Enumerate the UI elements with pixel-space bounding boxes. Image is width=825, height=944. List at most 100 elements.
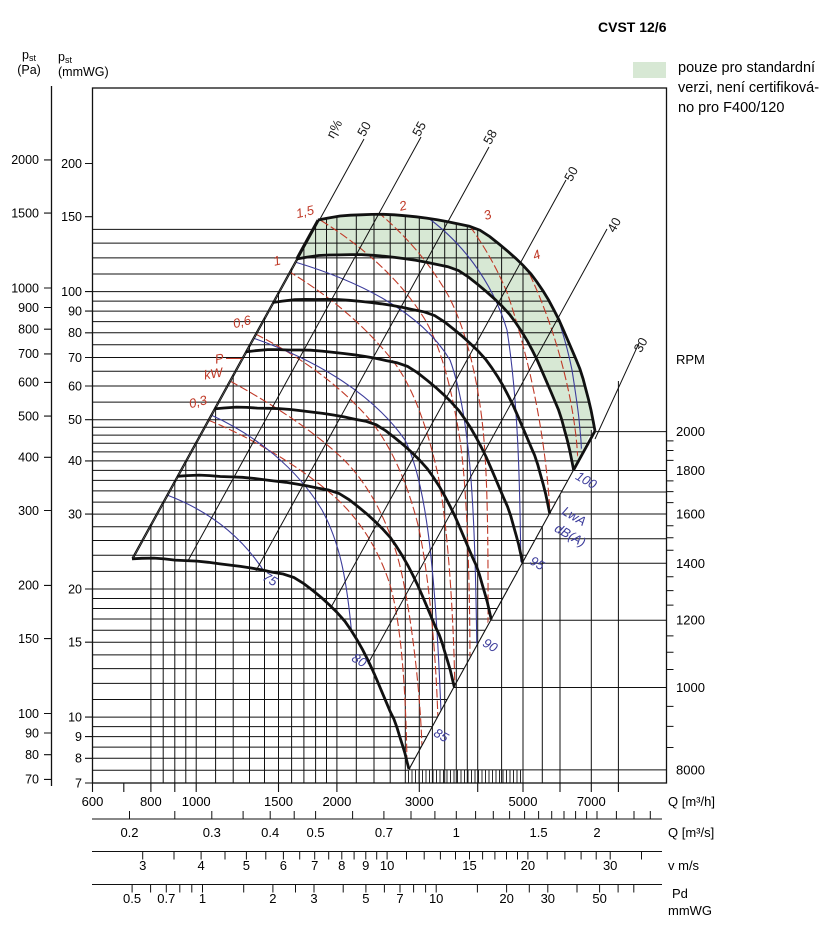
svg-text:2: 2 <box>269 891 276 906</box>
svg-text:3: 3 <box>139 858 146 873</box>
svg-text:70: 70 <box>25 773 39 787</box>
svg-text:7: 7 <box>396 891 403 906</box>
svg-text:70: 70 <box>68 351 82 365</box>
svg-text:600: 600 <box>82 794 104 809</box>
svg-text:9: 9 <box>75 730 82 744</box>
svg-text:0.5: 0.5 <box>123 891 141 906</box>
svg-text:(Pa): (Pa) <box>17 63 41 77</box>
svg-text:1: 1 <box>272 252 283 268</box>
svg-text:Q [m³/s]: Q [m³/s] <box>668 825 714 840</box>
svg-text:2: 2 <box>593 825 600 840</box>
svg-text:0.2: 0.2 <box>120 825 138 840</box>
svg-text:1: 1 <box>453 825 460 840</box>
svg-text:(mmWG): (mmWG) <box>58 65 109 79</box>
svg-text:verzi, není certifiková-: verzi, není certifiková- <box>678 80 819 96</box>
svg-text:8: 8 <box>338 858 345 873</box>
svg-text:50: 50 <box>561 164 581 184</box>
svg-text:mmWG: mmWG <box>668 903 712 918</box>
svg-text:20: 20 <box>521 858 535 873</box>
svg-text:15: 15 <box>462 858 476 873</box>
svg-text:5: 5 <box>243 858 250 873</box>
svg-text:300: 300 <box>18 504 39 518</box>
svg-text:150: 150 <box>61 210 82 224</box>
svg-text:20: 20 <box>68 582 82 596</box>
svg-text:5000: 5000 <box>509 794 538 809</box>
svg-text:50: 50 <box>592 891 606 906</box>
svg-text:Q [m³/h]: Q [m³/h] <box>668 794 715 809</box>
svg-text:1,5: 1,5 <box>294 202 316 221</box>
svg-text:40: 40 <box>68 454 82 468</box>
svg-text:800: 800 <box>18 323 39 337</box>
svg-text:1: 1 <box>199 891 206 906</box>
svg-text:7: 7 <box>311 858 318 873</box>
svg-text:10: 10 <box>380 858 394 873</box>
svg-text:400: 400 <box>18 451 39 465</box>
svg-text:7000: 7000 <box>577 794 606 809</box>
svg-text:30: 30 <box>603 858 617 873</box>
svg-text:4: 4 <box>530 246 542 263</box>
svg-text:v m/s: v m/s <box>668 858 700 873</box>
svg-text:1400: 1400 <box>676 556 705 571</box>
svg-text:58: 58 <box>480 127 500 147</box>
svg-text:800: 800 <box>140 794 162 809</box>
svg-text:1500: 1500 <box>264 794 293 809</box>
svg-text:20: 20 <box>499 891 513 906</box>
svg-text:0.7: 0.7 <box>157 891 175 906</box>
svg-text:2000: 2000 <box>11 153 39 167</box>
svg-text:50: 50 <box>68 413 82 427</box>
svg-text:3: 3 <box>310 891 317 906</box>
svg-text:0.3: 0.3 <box>203 825 221 840</box>
svg-text:0.7: 0.7 <box>375 825 393 840</box>
svg-text:1000: 1000 <box>11 281 39 295</box>
svg-text:200: 200 <box>61 157 82 171</box>
svg-text:9: 9 <box>362 858 369 873</box>
svg-text:1000: 1000 <box>182 794 211 809</box>
svg-text:no pro F400/120: no pro F400/120 <box>678 100 784 116</box>
svg-text:1500: 1500 <box>11 206 39 220</box>
svg-text:90: 90 <box>25 726 39 740</box>
svg-text:30: 30 <box>541 891 555 906</box>
svg-text:5: 5 <box>362 891 369 906</box>
svg-text:1000: 1000 <box>676 680 705 695</box>
svg-text:150: 150 <box>18 632 39 646</box>
svg-text:80: 80 <box>68 326 82 340</box>
svg-text:100: 100 <box>18 707 39 721</box>
svg-text:P: P <box>214 350 225 366</box>
svg-text:0,3: 0,3 <box>187 392 209 411</box>
svg-text:1.5: 1.5 <box>530 825 548 840</box>
svg-text:3000: 3000 <box>405 794 434 809</box>
svg-text:0,6: 0,6 <box>231 312 253 331</box>
svg-text:8000: 8000 <box>676 762 705 777</box>
svg-text:RPM: RPM <box>676 352 705 367</box>
svg-text:0.5: 0.5 <box>307 825 325 840</box>
svg-text:1600: 1600 <box>676 507 705 522</box>
svg-text:40: 40 <box>604 215 624 235</box>
svg-text:4: 4 <box>197 858 204 873</box>
svg-text:500: 500 <box>18 409 39 423</box>
svg-text:55: 55 <box>409 119 429 139</box>
svg-text:60: 60 <box>68 379 82 393</box>
svg-text:10: 10 <box>429 891 443 906</box>
svg-text:30: 30 <box>630 335 650 355</box>
svg-text:7: 7 <box>75 776 82 790</box>
svg-text:2000: 2000 <box>676 424 705 439</box>
svg-text:30: 30 <box>68 507 82 521</box>
svg-text:CVST 12/6: CVST 12/6 <box>598 19 667 35</box>
svg-text:6: 6 <box>280 858 287 873</box>
svg-text:700: 700 <box>18 347 39 361</box>
svg-text:Pd: Pd <box>672 886 688 901</box>
svg-text:90: 90 <box>68 304 82 318</box>
svg-text:1800: 1800 <box>676 463 705 478</box>
svg-text:2000: 2000 <box>322 794 351 809</box>
svg-text:1200: 1200 <box>676 613 705 628</box>
svg-text:10: 10 <box>68 710 82 724</box>
svg-text:100: 100 <box>61 285 82 299</box>
svg-text:900: 900 <box>18 301 39 315</box>
svg-text:200: 200 <box>18 579 39 593</box>
svg-text:600: 600 <box>18 376 39 390</box>
svg-text:pouze pro standardní: pouze pro standardní <box>678 60 815 76</box>
svg-text:8: 8 <box>75 752 82 766</box>
svg-text:15: 15 <box>68 636 82 650</box>
svg-text:50: 50 <box>354 119 374 139</box>
svg-text:kW: kW <box>203 364 226 382</box>
